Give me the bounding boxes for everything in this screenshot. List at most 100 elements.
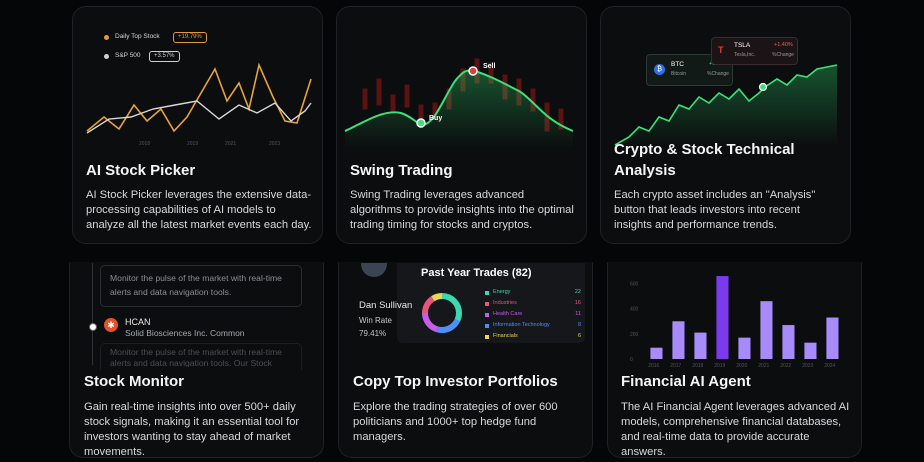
x-tick-label: 2017 [670,363,681,369]
buy-marker [416,118,426,128]
card-title: Stock Monitor [84,373,184,390]
sector-count: 11 [575,311,581,317]
picker-chart: 2018 2019 2021 2023 [86,62,312,147]
sector-color-dot [485,302,489,306]
legend-sp500-label: S&P 500 [115,52,141,59]
card-description: Each crypto asset includes an "Analysis"… [614,189,816,231]
bar [826,317,839,359]
btc-icon: ₿ [654,64,665,75]
crypto-chart [614,64,838,147]
btc-name: Bitcoin [671,71,687,77]
y-tick-label: 400 [630,307,639,313]
legend-sp500-badge: +3.57% [149,51,180,62]
card-title: Crypto & Stock Technical Analysis [614,141,795,179]
legend-top-stock-badge: +19.79% [173,32,207,43]
bar [694,332,707,359]
svg-text:2021: 2021 [225,141,236,147]
card-description: Gain real-time insights into over 500+ d… [84,401,300,458]
timeline-line [92,263,93,365]
tsla-icon: T [718,45,724,55]
card-description: AI Stock Picker leverages the extensive … [86,189,312,231]
agent-bar-chart: 0 200 400 600 2016 2017 2018 2019 2020 2021 2022 20… [630,276,839,369]
card-description: Swing Trading leverages advanced algorit… [350,189,574,231]
bar [650,347,663,359]
btc-symbol: BTC [671,61,684,68]
card-title: Swing Trading [350,162,453,179]
x-tick-label: 2019 [714,363,725,369]
legend-dot-sp500 [104,54,109,59]
company-name: Solid Biosciences Inc. Common [125,328,245,338]
sell-label: Sell [483,63,496,70]
bar [716,276,729,359]
card-financial-agent[interactable]: 0 200 400 600 2016 2017 2018 2019 2020 2021 2022 20… [607,262,862,458]
winrate-value: 79.41% [359,329,387,338]
sp500-line [86,100,312,134]
y-tick-label: 200 [630,332,639,338]
bar [672,321,685,359]
x-tick-label: 2021 [758,363,769,369]
svg-text:2019: 2019 [187,141,198,147]
bar [738,337,751,359]
x-tick-label: 2018 [692,363,703,369]
bar [804,342,817,359]
alert-text-1: Monitor the pulse of the market with rea… [110,273,282,297]
portfolio-heading: Past Year Trades (82) [421,267,532,279]
ticker-symbol: HCAN [125,317,151,327]
alert-box-2 [100,343,302,370]
sector-name: Energy [493,289,511,295]
sector-count: 16 [574,300,581,306]
alert-box-1 [100,265,302,307]
sector-color-dot [485,335,489,339]
card-description: The AI Financial Agent leverages advance… [621,401,850,458]
x-tick-label: 2024 [824,363,835,369]
timeline-dot [89,323,97,331]
daily-top-stock-line [86,62,312,133]
sector-count: 8 [577,322,581,328]
card-crypto-analysis[interactable]: ₿ BTC Bitcoin +1.93% %Change T TSLA Tesl… [600,6,851,244]
sector-name: Health Care [493,311,523,317]
sector-row: Health Care 11 [485,311,581,322]
x-tick-label: 2020 [736,363,747,369]
legend-dot-top-stock [104,35,109,40]
card-title: AI Stock Picker [86,162,196,179]
sector-count: 22 [574,289,581,295]
sector-row: Financials 6 [485,333,581,344]
svg-text:2023: 2023 [269,141,280,147]
sector-row: Information Technology 8 [485,322,581,333]
investor-avatar [361,263,387,277]
swing-chart [344,58,574,149]
tsla-name: Tesla,Inc. [734,52,756,58]
sector-color-dot [485,313,489,317]
tsla-symbol: TSLA [734,42,751,49]
buy-label: Buy [429,115,443,122]
card-swing-trading[interactable]: Buy Sell Swing Trading Swing Trading lev… [336,6,587,244]
sector-donut [422,293,462,333]
swing-price-line [344,69,574,132]
sector-list: Energy 22 Industries 16 Health Care 11 Informa… [485,289,581,344]
y-tick-label: 0 [630,357,633,363]
crypto-point-marker [758,82,768,92]
hcan-logo-icon: ✱ [104,318,118,332]
legend-top-stock-label: Daily Top Stock [115,33,160,40]
tsla-tooltip: T TSLA Tesla,Inc. +1.40% %Change [711,37,798,65]
card-copy-investor[interactable]: Past Year Trades (82) Dan Sullivan Win R… [338,262,593,458]
alert-text-2: Monitor the pulse of the market with rea… [110,347,282,367]
sector-color-dot [485,291,489,295]
svg-text:2018: 2018 [139,141,150,147]
btc-change-label: %Change [707,71,729,77]
sector-name: Information Technology [493,322,550,328]
tsla-change-label: %Change [772,52,794,58]
sector-name: Industries [493,300,517,306]
sector-name: Financials [493,333,518,339]
tsla-change: +1.40% [774,42,793,48]
x-tick-label: 2022 [780,363,791,369]
card-stock-monitor[interactable]: Monitor the pulse of the market with rea… [69,262,324,458]
sector-color-dot [485,324,489,328]
investor-name: Dan Sullivan [359,300,413,311]
crypto-price-line [614,64,838,146]
x-tick-label: 2016 [648,363,659,369]
y-tick-label: 600 [630,282,639,288]
x-tick-label: 2023 [802,363,813,369]
card-ai-stock-picker[interactable]: 2018 2019 2021 2023 Daily Top Stock +19.… [72,6,323,244]
sell-marker [468,66,478,76]
